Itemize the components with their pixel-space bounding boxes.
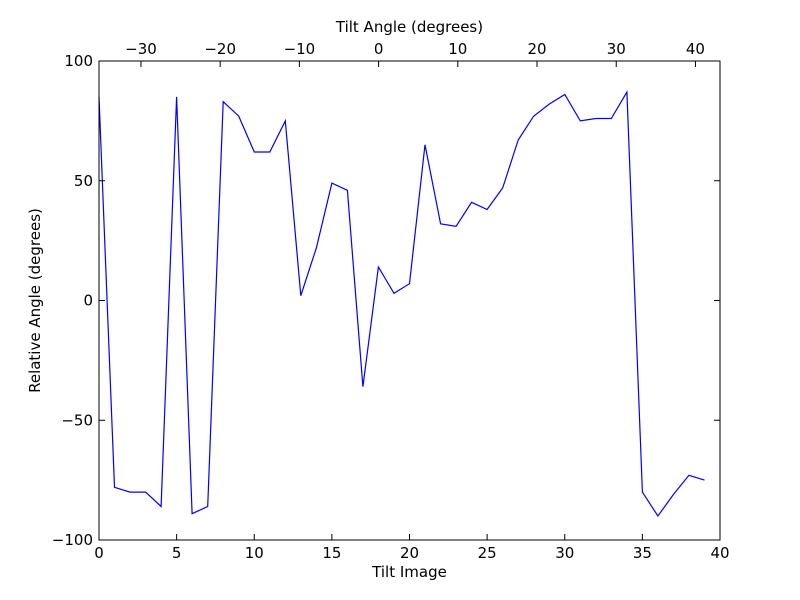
x-tick-label: 20 (400, 544, 419, 562)
tick-layer: 0 5 10 15 20 25 30 35 40−30 −20 −10 0 10 20 30 40−100−5… (52, 40, 730, 562)
y-axis-label: Relative Angle (degrees) (26, 208, 44, 393)
x-tick-label: 10 (245, 544, 264, 562)
y-tick-label: 100 (64, 52, 93, 70)
x-tick-label: 30 (555, 544, 574, 562)
x-tick-label: 15 (322, 544, 341, 562)
top-x-tick-label: 40 (686, 40, 705, 58)
top-x-tick-label: 10 (448, 40, 467, 58)
y-tick-label: −100 (52, 531, 93, 549)
x-tick-label: 5 (172, 544, 182, 562)
y-tick-label: −50 (61, 411, 93, 429)
top-x-tick-label: 20 (527, 40, 546, 58)
top-x-tick-label: 30 (607, 40, 626, 58)
series-line-0 (98, 90, 705, 518)
x-axis-label: Tilt Image (371, 563, 447, 581)
top-x-tick-label: 0 (374, 40, 384, 58)
x-tick-label: 40 (710, 544, 729, 562)
top-x-axis-label: Tilt Angle (degrees) (335, 18, 483, 36)
y-tick-label: 50 (74, 172, 93, 190)
x-tick-label: 0 (94, 544, 104, 562)
x-tick-label: 35 (633, 544, 652, 562)
series-layer (98, 90, 705, 518)
top-x-tick-label: −20 (204, 40, 236, 58)
x-tick-label: 25 (478, 544, 497, 562)
y-tick-label: 0 (83, 292, 93, 310)
top-x-tick-label: −10 (284, 40, 316, 58)
top-x-tick-label: −30 (125, 40, 157, 58)
